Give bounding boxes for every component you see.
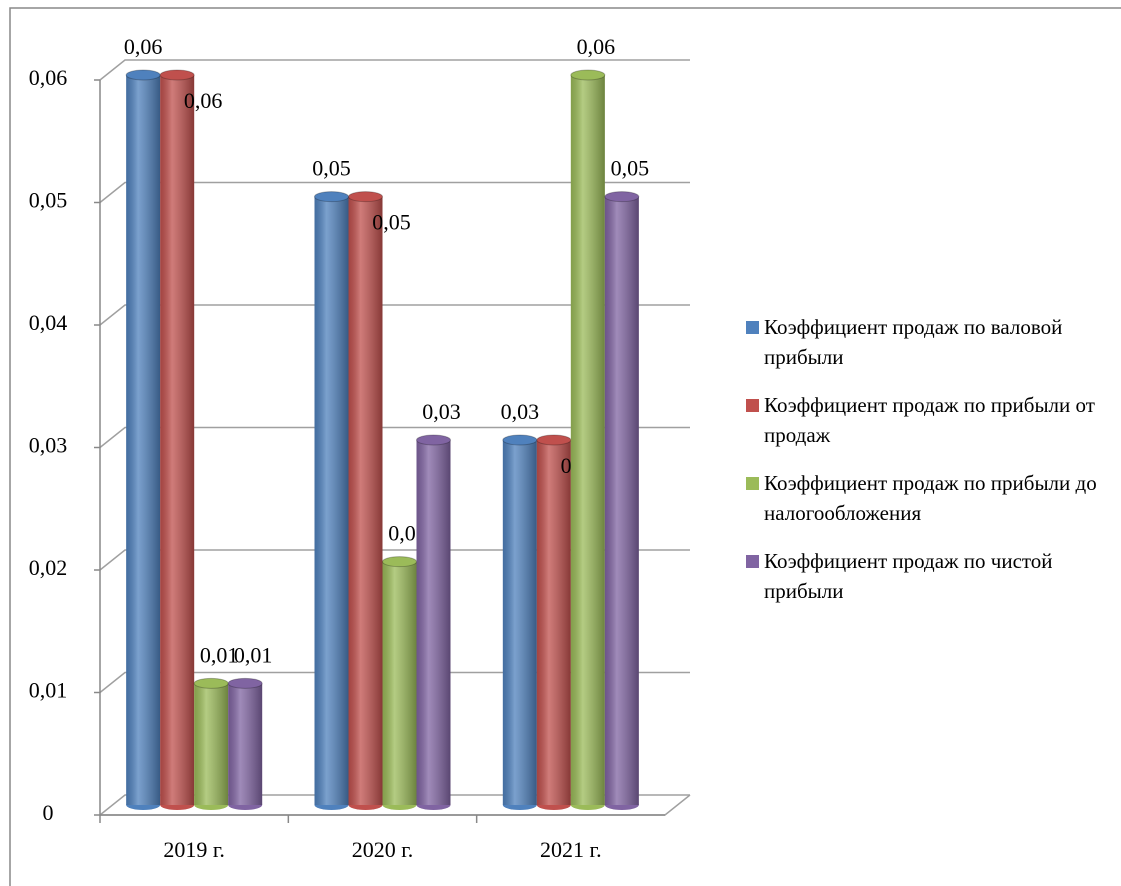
grid-line: [99, 426, 690, 449]
legend-swatch: [746, 399, 759, 412]
x-tick-label: 2019 г.: [163, 837, 225, 862]
data-label: 0,06: [124, 34, 163, 59]
bar-top: [502, 434, 538, 446]
bar-top: [416, 434, 451, 446]
data-label: 0,05: [372, 210, 411, 235]
chart-border: [9, 7, 1121, 886]
bar-top: [382, 556, 417, 568]
legend-item: Коэффициент продаж по прибыли от продаж: [746, 390, 1116, 450]
bar-top: [314, 191, 349, 203]
legend: Коэффициент продаж по валовой прибыли Коэ…: [746, 312, 1116, 624]
y-tick-label: 0,04: [29, 310, 68, 335]
legend-label: Коэффициент продаж по чистой прибыли: [764, 549, 1053, 603]
bar-shade: [382, 561, 417, 805]
legend-swatch: [746, 555, 759, 568]
grid-line: [99, 304, 690, 326]
bar-top: [227, 677, 263, 689]
bar-shade: [126, 75, 161, 805]
legend-label: Коэффициент продаж по валовой прибыли: [764, 315, 1063, 369]
grid-line: [99, 671, 690, 694]
bar-top: [604, 191, 640, 203]
data-label: 0,01: [234, 642, 273, 667]
bar-top: [570, 69, 606, 81]
legend-item: Коэффициент продаж по прибыли до налогоо…: [746, 468, 1116, 528]
bar-top: [193, 677, 229, 689]
data-label: 0,01: [200, 642, 239, 667]
y-tick-label: 0,06: [29, 65, 68, 90]
legend-item: Коэффициент продаж по валовой прибыли: [746, 312, 1116, 372]
bar-top: [125, 69, 161, 81]
bar-shade: [502, 440, 537, 805]
x-tick-label: 2021 г.: [540, 837, 602, 862]
grid-line: [99, 549, 690, 571]
data-label: 0,03: [501, 399, 540, 424]
y-tick-label: 0,01: [29, 678, 68, 703]
bar-top: [348, 191, 383, 203]
bar-shade: [194, 683, 229, 805]
bar-shade: [348, 196, 383, 805]
data-label: 0,03: [422, 399, 461, 424]
data-label: 0,06: [184, 88, 223, 113]
y-tick-label: 0,05: [29, 188, 68, 213]
data-label: 0,05: [611, 156, 650, 181]
legend-label: Коэффициент продаж по прибыли до налогоо…: [764, 471, 1097, 525]
legend-swatch: [746, 477, 759, 490]
data-label: 0,06: [577, 34, 616, 59]
grid-line: [99, 794, 690, 816]
bar-top: [536, 434, 572, 446]
y-tick-label: 0,03: [29, 433, 68, 458]
bar-shade: [314, 196, 349, 805]
legend-label: Коэффициент продаж по прибыли от продаж: [764, 393, 1095, 447]
bar-shade: [228, 683, 263, 805]
legend-item: Коэффициент продаж по чистой прибыли: [746, 546, 1116, 606]
legend-swatch: [746, 321, 759, 334]
bar-shade: [536, 440, 571, 805]
bar-shade: [160, 75, 195, 805]
grid-line: [99, 181, 690, 204]
bar-shade: [570, 75, 605, 805]
grid-line: [99, 59, 690, 81]
y-tick-label: 0,02: [29, 555, 68, 580]
data-label: 0,05: [312, 156, 351, 181]
y-tick-label: 0: [43, 800, 54, 825]
bar-shade: [416, 440, 451, 805]
x-tick-label: 2020 г.: [352, 837, 414, 862]
bar-top: [159, 69, 195, 81]
bar-shade: [604, 196, 639, 805]
